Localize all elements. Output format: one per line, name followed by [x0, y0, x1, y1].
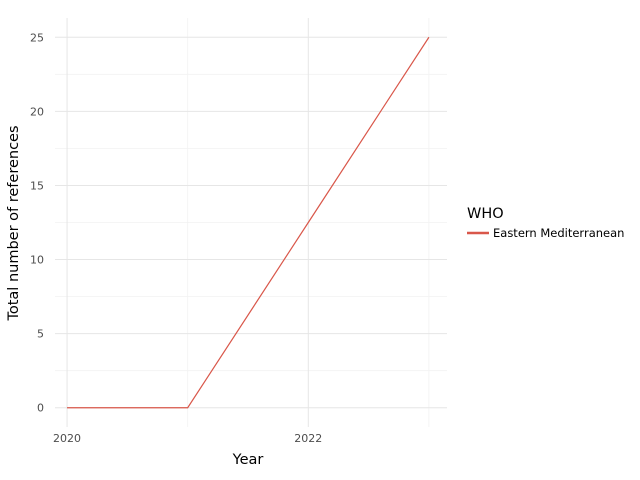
y-axis-ticks: 0 5 10 15 20 25: [30, 31, 44, 414]
y-tick-label: 25: [30, 31, 44, 44]
legend-items: Eastern Mediterranean: [467, 226, 624, 240]
panel-grid: [55, 18, 447, 427]
series-layer: [67, 36, 430, 409]
legend-title: WHO: [467, 206, 504, 222]
y-tick-label: 10: [30, 254, 44, 267]
y-tick-label: 20: [30, 105, 44, 118]
legend-label: Eastern Mediterranean: [493, 226, 624, 240]
x-tick-label: 2022: [294, 432, 322, 445]
series-line: [67, 36, 430, 409]
y-tick-label: 15: [30, 179, 44, 192]
x-axis-ticks: 2020 2022: [53, 432, 322, 445]
x-axis-title: Year: [232, 452, 264, 468]
x-tick-label: 2020: [53, 432, 81, 445]
y-tick-label: 5: [37, 328, 44, 341]
y-tick-label: 0: [37, 402, 44, 415]
y-axis-title: Total number of references: [6, 125, 22, 321]
legend: WHO Eastern Mediterranean: [467, 206, 624, 240]
